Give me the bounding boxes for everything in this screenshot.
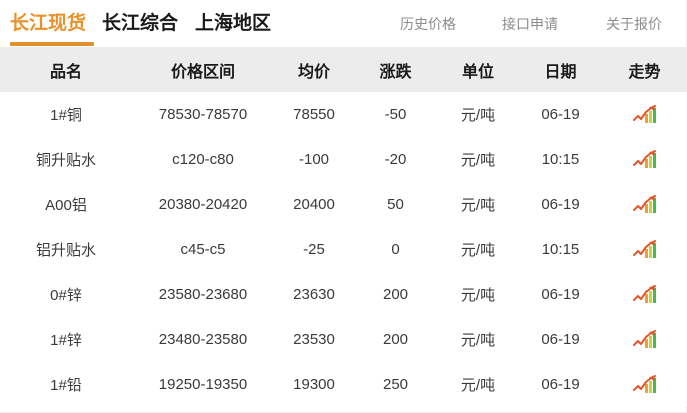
cell-change: -50: [354, 92, 437, 137]
cell-average-price: 23530: [274, 317, 354, 362]
cell-product-name: 铜升贴水: [0, 137, 132, 182]
cell-date: 06-19: [519, 317, 602, 362]
secondary-nav-links: 历史价格 接口申请 关于报价: [380, 0, 680, 47]
cell-change: -20: [354, 137, 437, 182]
table-row[interactable]: 铜升贴水 c120-c80 -100 -20 元/吨 10:15: [0, 137, 687, 182]
cell-price-range: c45-c5: [132, 227, 274, 272]
cell-change: 50: [354, 182, 437, 227]
table-row[interactable]: 铝升贴水 c45-c5 -25 0 元/吨 10:15: [0, 227, 687, 272]
cell-price-range: 19250-19350: [132, 362, 274, 407]
cell-product-name: A00铝: [0, 182, 132, 227]
cell-trend[interactable]: [602, 227, 687, 272]
link-history-price[interactable]: 历史价格: [400, 15, 456, 32]
trend-chart-icon[interactable]: [632, 104, 657, 125]
cell-date: 10:15: [519, 227, 602, 272]
cell-average-price: 19300: [274, 362, 354, 407]
table-row[interactable]: 1#锌 23480-23580 23530 200 元/吨 06-19: [0, 317, 687, 362]
table-body: 1#铜 78530-78570 78550 -50 元/吨 06-19 铜升贴水 c120-c…: [0, 92, 687, 407]
column-header-unit: 单位: [437, 47, 519, 92]
cell-date: 06-19: [519, 92, 602, 137]
cell-change: 0: [354, 227, 437, 272]
cell-product-name: 1#铅: [0, 362, 132, 407]
table-row[interactable]: 0#锌 23580-23680 23630 200 元/吨 06-19: [0, 272, 687, 317]
cell-product-name: 1#铜: [0, 92, 132, 137]
cell-average-price: 20400: [274, 182, 354, 227]
cell-price-range: 23580-23680: [132, 272, 274, 317]
cell-date: 06-19: [519, 182, 602, 227]
tab-changjiang-spot[interactable]: 长江现货: [10, 12, 87, 34]
cell-trend[interactable]: [602, 317, 687, 362]
cell-average-price: 23630: [274, 272, 354, 317]
tab-changjiang-composite[interactable]: 长江综合: [102, 12, 179, 34]
cell-unit: 元/吨: [437, 362, 519, 407]
cell-trend[interactable]: [602, 137, 687, 182]
cell-average-price: 78550: [274, 92, 354, 137]
cell-product-name: 1#锌: [0, 317, 132, 362]
cell-change: 250: [354, 362, 437, 407]
trend-chart-icon[interactable]: [632, 239, 657, 260]
link-api-application[interactable]: 接口申请: [502, 15, 558, 32]
spot-price-table: 品名 价格区间 均价 涨跌 单位 日期 走势 1#铜 78530-78570 785…: [0, 47, 687, 407]
cell-unit: 元/吨: [437, 92, 519, 137]
cell-change: 200: [354, 317, 437, 362]
trend-chart-icon[interactable]: [632, 149, 657, 170]
market-tab-list: 长江现货 长江综合 上海地区: [0, 11, 288, 37]
table-row[interactable]: 1#铜 78530-78570 78550 -50 元/吨 06-19: [0, 92, 687, 137]
active-tab-underline: [10, 42, 94, 46]
cell-date: 06-19: [519, 362, 602, 407]
cell-average-price: -25: [274, 227, 354, 272]
cell-trend[interactable]: [602, 182, 687, 227]
cell-trend[interactable]: [602, 362, 687, 407]
cell-unit: 元/吨: [437, 317, 519, 362]
trend-chart-icon[interactable]: [632, 329, 657, 350]
cell-price-range: 78530-78570: [132, 92, 274, 137]
table-header-row: 品名 价格区间 均价 涨跌 单位 日期 走势: [0, 47, 687, 92]
trend-chart-icon[interactable]: [632, 284, 657, 305]
column-header-change: 涨跌: [354, 47, 437, 92]
trend-chart-icon[interactable]: [632, 374, 657, 395]
column-header-avg: 均价: [274, 47, 354, 92]
cell-unit: 元/吨: [437, 272, 519, 317]
cell-product-name: 0#锌: [0, 272, 132, 317]
cell-date: 06-19: [519, 272, 602, 317]
cell-price-range: c120-c80: [132, 137, 274, 182]
column-header-trend: 走势: [602, 47, 687, 92]
cell-date: 10:15: [519, 137, 602, 182]
top-navigation-bar: 长江现货 长江综合 上海地区 历史价格 接口申请 关于报价: [0, 0, 686, 47]
cell-price-range: 23480-23580: [132, 317, 274, 362]
cell-unit: 元/吨: [437, 137, 519, 182]
link-about-quotes[interactable]: 关于报价: [606, 15, 662, 32]
cell-change: 200: [354, 272, 437, 317]
cell-price-range: 20380-20420: [132, 182, 274, 227]
cell-trend[interactable]: [602, 272, 687, 317]
column-header-range: 价格区间: [132, 47, 274, 92]
table-row[interactable]: A00铝 20380-20420 20400 50 元/吨 06-19: [0, 182, 687, 227]
trend-chart-icon[interactable]: [632, 194, 657, 215]
column-header-name: 品名: [0, 47, 132, 92]
cell-unit: 元/吨: [437, 182, 519, 227]
column-header-date: 日期: [519, 47, 602, 92]
table-row[interactable]: 1#铅 19250-19350 19300 250 元/吨 06-19: [0, 362, 687, 407]
cell-trend[interactable]: [602, 92, 687, 137]
tab-shanghai-region[interactable]: 上海地区: [195, 12, 272, 34]
cell-unit: 元/吨: [437, 227, 519, 272]
cell-average-price: -100: [274, 137, 354, 182]
cell-product-name: 铝升贴水: [0, 227, 132, 272]
